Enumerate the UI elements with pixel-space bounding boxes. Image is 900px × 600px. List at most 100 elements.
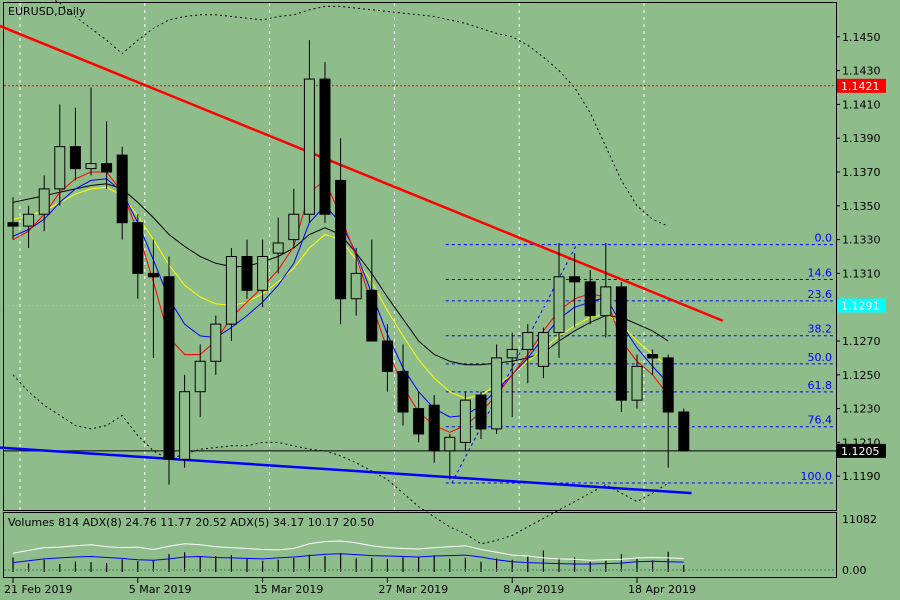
candle <box>288 188 300 249</box>
candle-body <box>335 179 347 300</box>
price-tick-label: 1.1430 <box>842 65 881 78</box>
candle-body <box>413 408 425 435</box>
candle <box>522 324 534 384</box>
fib-level-label: 14.6 <box>808 266 833 279</box>
candle-body <box>85 163 97 170</box>
candle-body <box>116 154 128 224</box>
fib-level-label: 50.0 <box>808 351 833 364</box>
candle <box>647 349 659 375</box>
fib-level-label: 76.4 <box>808 414 833 427</box>
adx-line-blue <box>12 553 684 565</box>
candle <box>225 248 237 341</box>
candle <box>147 239 159 358</box>
candle-body <box>194 360 206 393</box>
candle <box>615 281 627 412</box>
candle-body <box>522 332 534 350</box>
candle <box>553 242 565 358</box>
candle <box>537 327 549 379</box>
candle <box>319 62 331 223</box>
candle <box>444 433 456 480</box>
candle <box>569 253 581 328</box>
candle-body <box>272 242 284 254</box>
price-tick-label: 1.1230 <box>842 403 881 416</box>
candle-body <box>350 272 362 300</box>
candle-body <box>678 411 690 452</box>
trendlines <box>0 24 724 495</box>
candle-body <box>475 394 487 430</box>
candle-body <box>662 357 674 413</box>
candle-body <box>163 276 175 460</box>
candle <box>179 374 191 468</box>
candle-body <box>506 348 518 359</box>
candle <box>381 324 393 392</box>
candle <box>54 104 66 206</box>
candle-body <box>132 222 144 274</box>
fib-level-label: 23.6 <box>808 288 833 301</box>
candle-body <box>257 256 269 291</box>
price-level-tag-label: 1.1421 <box>841 80 880 93</box>
price-tick-label: 1.1270 <box>842 335 881 348</box>
fib-level-label: 100.0 <box>801 470 833 483</box>
candle-body <box>631 365 643 401</box>
candle-body <box>54 146 66 190</box>
price-level-tag-label: 1.1291 <box>841 300 880 313</box>
price-level-tag-label: 1.1205 <box>841 445 880 458</box>
candle-body <box>600 286 612 317</box>
candle <box>69 107 81 181</box>
candle <box>303 40 315 223</box>
candle <box>85 87 97 176</box>
main-plot-frame <box>3 2 837 511</box>
price-tick-label: 1.1250 <box>842 369 881 382</box>
candle-body <box>23 213 35 227</box>
candle-body <box>397 370 409 413</box>
candle <box>428 395 440 463</box>
candle-body <box>210 323 222 362</box>
candle <box>257 239 269 308</box>
candle-body <box>69 146 81 170</box>
candle-body <box>319 78 331 215</box>
price-tick-label: 1.1390 <box>842 132 881 145</box>
trendline <box>0 446 692 495</box>
date-tick-label: 15 Mar 2019 <box>254 583 324 596</box>
candle-body <box>147 272 159 278</box>
price-axis: 1.1450 1.1430 1.1410 1.1390 1.1370 1.1350 1.13… <box>836 31 886 483</box>
candle <box>397 344 409 426</box>
candle <box>366 239 378 342</box>
candle-body <box>366 289 378 342</box>
bollinger-lower-line <box>12 374 669 545</box>
date-tick-label: 18 Apr 2019 <box>628 583 696 596</box>
volume-axis-max-label: 11082 <box>842 513 877 526</box>
candle <box>210 315 222 375</box>
price-tick-label: 1.1410 <box>842 98 881 111</box>
price-tick-label: 1.1330 <box>842 234 881 247</box>
candle <box>101 121 113 189</box>
price-level-tag <box>837 298 886 313</box>
sub-panel-frame <box>3 512 837 578</box>
date-tick-label: 21 Feb 2019 <box>4 583 72 596</box>
volume-adx-panel: 11082 0.00 <box>4 513 877 577</box>
bollinger-bands <box>12 0 669 545</box>
candle-body <box>179 391 191 460</box>
candle <box>335 138 347 325</box>
symbol-label: EURUSD,Daily <box>8 5 86 18</box>
candle-body <box>241 256 253 291</box>
candle <box>7 197 19 240</box>
date-tick-label: 5 Mar 2019 <box>129 583 192 596</box>
candle <box>413 391 425 443</box>
candle-body <box>7 222 19 227</box>
candle <box>241 239 253 299</box>
candle <box>631 354 643 409</box>
candle <box>600 242 612 338</box>
bollinger-upper-line <box>53 0 669 227</box>
candle-body <box>584 281 596 317</box>
candle <box>116 146 128 240</box>
price-levels <box>4 85 836 452</box>
price-level-tag <box>837 78 886 93</box>
candle <box>678 408 690 452</box>
candle-body <box>615 286 627 401</box>
grid-lines <box>19 3 645 510</box>
candles <box>7 40 690 485</box>
adx-line-white <box>12 540 684 561</box>
candle <box>163 256 175 485</box>
